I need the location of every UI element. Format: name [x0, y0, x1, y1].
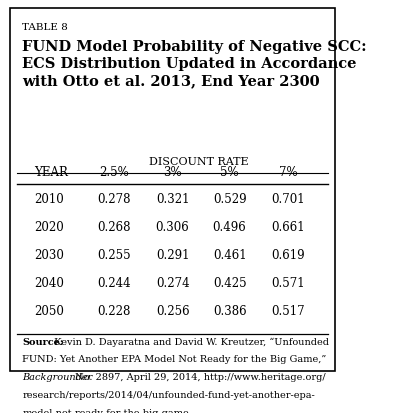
Text: model-not-ready-for-the-big-game.: model-not-ready-for-the-big-game. [22, 409, 192, 413]
Text: 2050: 2050 [34, 305, 64, 318]
Text: 0.228: 0.228 [97, 305, 131, 318]
Text: YEAR: YEAR [34, 166, 68, 179]
Text: 2020: 2020 [34, 221, 64, 234]
Text: 0.321: 0.321 [156, 193, 189, 206]
Text: No. 2897, April 29, 2014, http://www.heritage.org/: No. 2897, April 29, 2014, http://www.her… [72, 373, 326, 382]
Text: 0.386: 0.386 [213, 305, 246, 318]
Text: 7%: 7% [279, 166, 298, 179]
Text: 5%: 5% [220, 166, 239, 179]
Text: Source:: Source: [22, 338, 64, 347]
Text: 0.461: 0.461 [213, 249, 246, 262]
Text: 0.571: 0.571 [272, 277, 305, 290]
Text: FUND Model Probability of Negative SCC:
ECS Distribution Updated in Accordance
w: FUND Model Probability of Negative SCC: … [22, 40, 367, 88]
Text: 0.619: 0.619 [272, 249, 305, 262]
Text: research/reports/2014/04/unfounded-fund-yet-another-epa-: research/reports/2014/04/unfounded-fund-… [22, 391, 315, 400]
Text: 3%: 3% [163, 166, 182, 179]
Text: 0.425: 0.425 [213, 277, 246, 290]
Text: TABLE 8: TABLE 8 [22, 24, 68, 33]
Text: 0.291: 0.291 [156, 249, 189, 262]
Text: 0.278: 0.278 [97, 193, 131, 206]
Text: 2.5%: 2.5% [99, 166, 129, 179]
Text: FUND: Yet Another EPA Model Not Ready for the Big Game,”: FUND: Yet Another EPA Model Not Ready fo… [22, 356, 327, 364]
Text: Kevin D. Dayaratna and David W. Kreutzer, “Unfounded: Kevin D. Dayaratna and David W. Kreutzer… [51, 338, 329, 347]
Text: 2040: 2040 [34, 277, 64, 290]
Text: 2030: 2030 [34, 249, 64, 262]
Text: 0.529: 0.529 [213, 193, 246, 206]
FancyBboxPatch shape [10, 7, 335, 371]
Text: 0.244: 0.244 [97, 277, 131, 290]
Text: 0.517: 0.517 [272, 305, 305, 318]
Text: 0.496: 0.496 [213, 221, 246, 234]
Text: 0.274: 0.274 [156, 277, 190, 290]
Text: 0.268: 0.268 [97, 221, 131, 234]
Text: 0.701: 0.701 [272, 193, 305, 206]
Text: DISCOUNT RATE: DISCOUNT RATE [149, 157, 248, 167]
Text: 0.256: 0.256 [156, 305, 190, 318]
Text: 0.255: 0.255 [97, 249, 131, 262]
Text: 2010: 2010 [34, 193, 64, 206]
Text: Backgrounder: Backgrounder [22, 373, 93, 382]
Text: 0.661: 0.661 [272, 221, 305, 234]
Text: 0.306: 0.306 [156, 221, 190, 234]
